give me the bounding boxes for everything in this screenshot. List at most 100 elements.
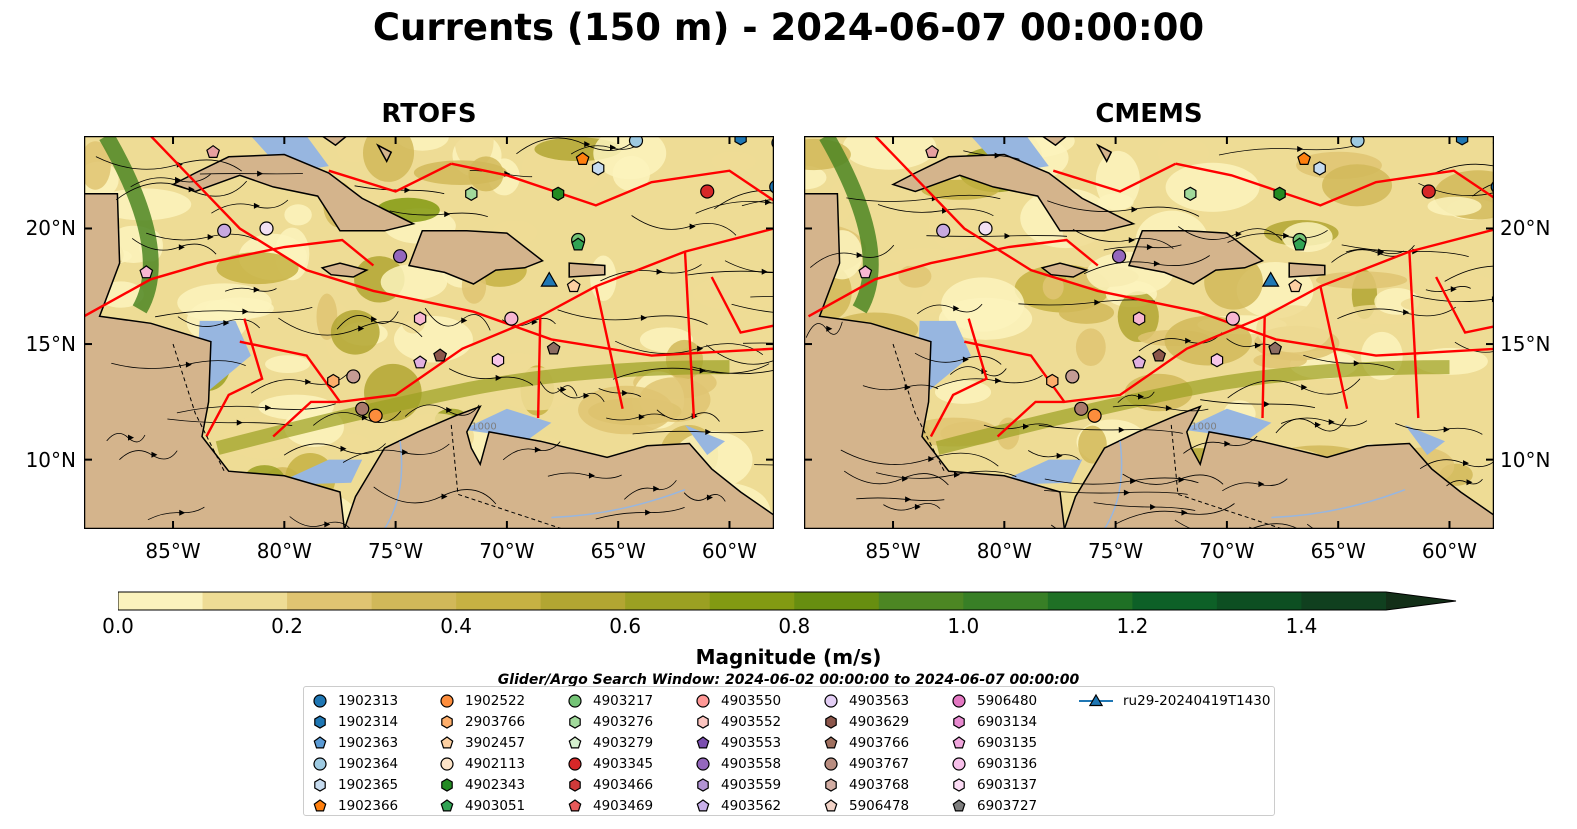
hexagon-marker-icon	[825, 715, 837, 729]
land	[407, 230, 544, 285]
y-tick-label-left: 20°N	[25, 216, 76, 241]
land	[1288, 262, 1326, 278]
legend-label: 4903051	[465, 798, 526, 814]
map-frame	[84, 136, 774, 529]
legend-item: 4903562	[695, 796, 781, 816]
hexagon-marker-icon	[441, 778, 453, 792]
hexagon-marker-icon	[697, 778, 709, 792]
legend-marker	[953, 778, 965, 792]
platform-5906478	[1132, 355, 1147, 369]
platform-4903345	[1421, 184, 1436, 199]
circle-marker-icon	[440, 694, 454, 708]
legend-item: 4903051	[439, 796, 525, 816]
x-tick-label: 65°W	[1310, 539, 1366, 563]
legend-label: 1902366	[338, 798, 399, 814]
colorbar-bin	[1301, 592, 1387, 610]
legend-label: 4903558	[721, 756, 782, 772]
isobath-label: 1000	[1191, 422, 1216, 433]
y-tick-label-right: 15°N	[1500, 332, 1551, 357]
legend-label: 4903559	[721, 777, 782, 793]
circle-marker-icon	[824, 694, 838, 708]
legend-item: 4902113	[439, 754, 525, 774]
legend-label: 6903135	[977, 735, 1038, 751]
legend-item: 4903550	[695, 691, 781, 711]
legend-label: 5906480	[977, 693, 1038, 709]
legend-item: 4903217	[567, 691, 653, 711]
colorbar-bin	[625, 592, 711, 610]
platform-1902364	[628, 136, 644, 148]
pentagon-marker-icon	[824, 799, 838, 812]
platform-1902522	[1087, 408, 1102, 423]
shelf-water	[685, 425, 725, 455]
platform-4903563	[1111, 249, 1127, 264]
legend-item: 4903559	[695, 775, 781, 795]
legend-item: 2903766	[439, 712, 525, 732]
legend-marker	[825, 778, 837, 792]
legend-label: 5906478	[849, 798, 910, 814]
platform-6903134	[413, 311, 427, 326]
platform-1902314	[734, 136, 747, 146]
pentagon-marker-icon	[696, 736, 710, 749]
legend-label: 4903469	[593, 798, 654, 814]
glider-ru29-marker	[540, 271, 559, 287]
land	[1040, 136, 1068, 147]
legend-label: 6903727	[977, 798, 1038, 814]
legend-marker	[568, 757, 582, 771]
platform-6903137	[1210, 353, 1224, 368]
legend-label: 1902522	[465, 693, 526, 709]
legend-marker	[313, 799, 327, 812]
pentagon-marker-icon	[568, 799, 582, 812]
legend-item: 4903469	[567, 796, 653, 816]
yucatan-current	[819, 136, 879, 314]
platform-4903559	[978, 221, 993, 236]
legend-marker	[825, 715, 837, 729]
legend-item: 4903767	[823, 754, 909, 774]
legend-item: 6903134	[951, 712, 1037, 732]
platform-4903343	[551, 186, 565, 201]
land	[568, 262, 606, 278]
legend-item: 4903553	[695, 733, 781, 753]
hexagon-marker-icon	[697, 715, 709, 729]
platform-1902522	[368, 408, 383, 423]
colorbar-bin	[709, 592, 795, 610]
hexagon-marker-icon	[953, 778, 965, 792]
legend-item: 6903727	[951, 796, 1037, 816]
pentagon-marker-icon	[440, 736, 454, 749]
x-tick-label: 85°W	[145, 539, 201, 563]
colorbar-tick-label: 0.6	[609, 614, 642, 638]
legend-item: 6903135	[951, 733, 1037, 753]
pentagon-marker-icon	[440, 799, 454, 812]
legend-label: 6903136	[977, 756, 1038, 772]
platform-4903559	[259, 221, 274, 236]
platform-legend: 1902313 1902314 1902363 1902364 1902365 19023…	[303, 686, 1275, 816]
circle-marker-icon	[952, 694, 966, 708]
legend-item: 1902363	[312, 733, 398, 753]
legend-marker	[314, 715, 326, 729]
x-tick-label: 70°W	[1199, 539, 1255, 563]
caribbean-current	[215, 360, 730, 455]
legend-marker	[441, 778, 453, 792]
x-tick-label: 80°W	[976, 539, 1032, 563]
legend-label: 1902313	[338, 693, 399, 709]
colorbar-outline	[118, 591, 1457, 611]
platform-4903767	[346, 369, 361, 384]
yucatan-current	[99, 136, 159, 314]
colorbar-tick-label: 1.2	[1116, 614, 1149, 638]
legend-label: 1902365	[338, 777, 399, 793]
colorbar-bin	[1047, 592, 1133, 610]
platform-4903276	[1184, 186, 1197, 201]
figure-title: Currents (150 m) - 2024-06-07 00:00:00	[372, 6, 1205, 49]
land	[1095, 143, 1113, 164]
search-window-text: Glider/Argo Search Window: 2024-06-02 00…	[497, 672, 1080, 688]
hexagon-marker-icon	[953, 715, 965, 729]
rtofs-map: 1000	[84, 136, 774, 529]
platform-6903136	[1225, 311, 1240, 326]
eez-boundaries	[84, 136, 774, 438]
legend-marker	[824, 757, 838, 771]
legend-marker	[313, 736, 327, 749]
shelf-water	[1405, 425, 1445, 455]
platform-4903767	[1065, 369, 1080, 384]
panel-title-rtofs: RTOFS	[381, 99, 477, 129]
colorbar-bin	[456, 592, 542, 610]
platform-4903345	[700, 184, 715, 199]
